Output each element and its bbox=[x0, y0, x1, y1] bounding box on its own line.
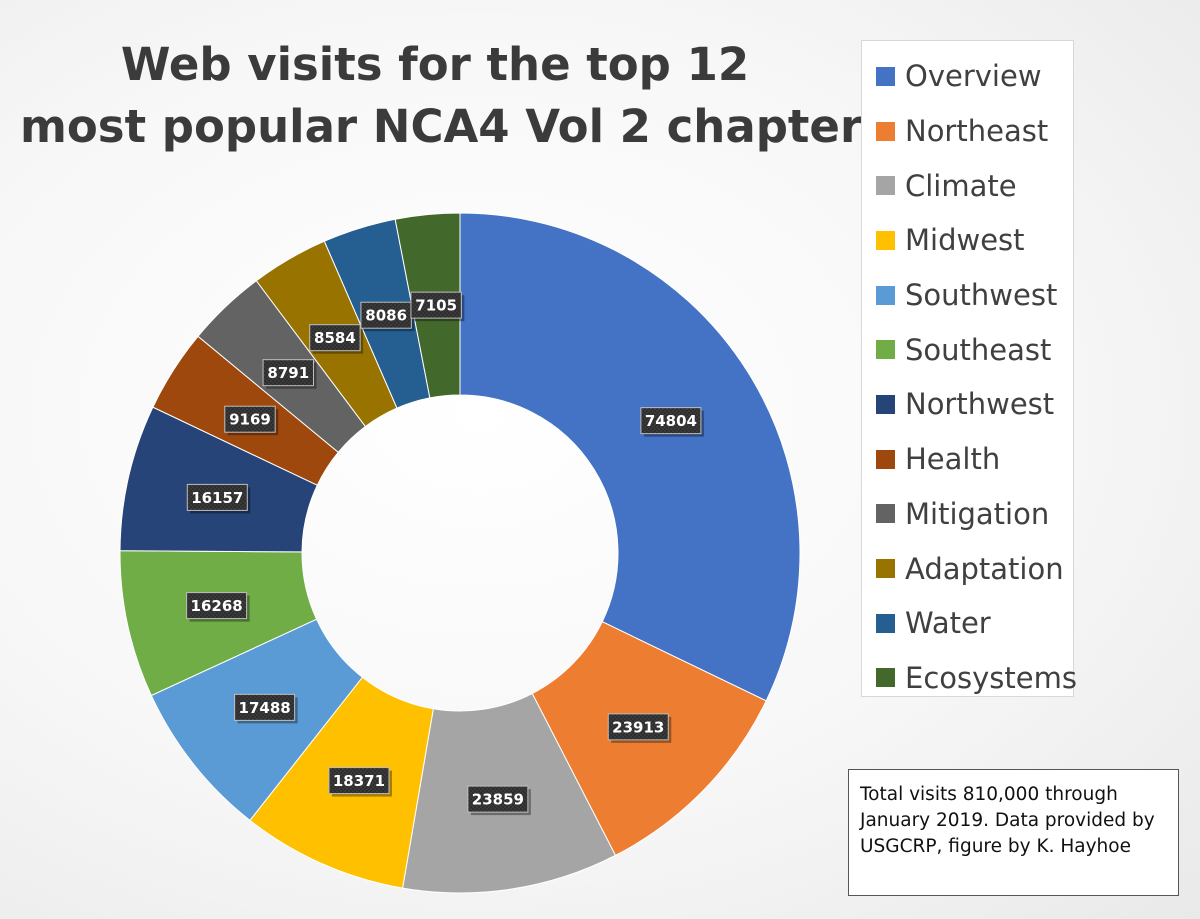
legend-swatch bbox=[876, 613, 895, 633]
data-label-southwest: 17488 bbox=[234, 693, 298, 724]
legend-item-health: Health bbox=[862, 432, 1073, 487]
legend-label: Water bbox=[905, 606, 991, 641]
data-label-text: 9169 bbox=[229, 411, 271, 429]
data-label-text: 16157 bbox=[191, 489, 243, 507]
legend-item-water: Water bbox=[862, 596, 1073, 651]
data-label-text: 16268 bbox=[191, 597, 243, 615]
legend-label: Climate bbox=[905, 168, 1017, 203]
chart-title-line-1: Web visits for the top 12 bbox=[120, 38, 750, 91]
source-note-line-3: USGCRP, figure by K. Hayhoe bbox=[860, 836, 1131, 857]
data-label-southeast: 16268 bbox=[186, 592, 250, 622]
legend-swatch bbox=[876, 394, 895, 414]
legend-item-climate: Climate bbox=[862, 158, 1073, 213]
legend-label: Mitigation bbox=[905, 496, 1050, 531]
legend-item-overview: Overview bbox=[862, 49, 1073, 104]
data-label-overview: 74804 bbox=[640, 407, 704, 437]
legend-item-midwest: Midwest bbox=[862, 213, 1073, 268]
data-label-text: 23859 bbox=[472, 791, 524, 809]
legend-item-southwest: Southwest bbox=[862, 268, 1073, 323]
legend-label: Midwest bbox=[905, 223, 1025, 258]
source-note: Total visits 810,000 through January 201… bbox=[848, 769, 1179, 896]
legend-label: Overview bbox=[905, 59, 1042, 94]
data-label-text: 17488 bbox=[239, 699, 291, 717]
data-label-northwest: 16157 bbox=[186, 483, 251, 514]
legend-item-ecosystems: Ecosystems bbox=[862, 651, 1077, 706]
data-label-text: 18371 bbox=[333, 772, 385, 790]
legend-swatch bbox=[876, 449, 895, 469]
data-label-text: 7105 bbox=[415, 297, 457, 315]
legend-swatch bbox=[876, 121, 895, 141]
donut-slices bbox=[119, 212, 801, 894]
data-label-health: 9169 bbox=[224, 405, 279, 436]
data-label-text: 8086 bbox=[365, 307, 407, 325]
legend-label: Northeast bbox=[905, 114, 1049, 149]
legend: Overview Northeast Climate Midwest Southwest… bbox=[861, 40, 1077, 697]
legend-swatch bbox=[876, 559, 895, 579]
slice-overview bbox=[459, 212, 801, 702]
legend-swatch bbox=[876, 668, 895, 688]
data-label-midwest: 18371 bbox=[328, 767, 392, 797]
data-label-text: 8584 bbox=[314, 329, 356, 347]
legend-item-northwest: Northwest bbox=[862, 377, 1073, 432]
data-label-text: 8791 bbox=[267, 364, 309, 382]
legend-label: Southeast bbox=[905, 332, 1052, 367]
source-note-line-1: Total visits 810,000 through bbox=[860, 784, 1118, 805]
legend-label: Ecosystems bbox=[905, 660, 1077, 695]
data-label-text: 74804 bbox=[645, 412, 697, 430]
legend-label: Southwest bbox=[905, 278, 1058, 313]
chart-title-line-2: most popular NCA4 Vol 2 chapters bbox=[20, 100, 889, 153]
legend-label: Adaptation bbox=[905, 551, 1064, 586]
legend-swatch bbox=[876, 176, 895, 196]
source-note-line-2: January 2019. Data provided by bbox=[860, 810, 1155, 831]
data-label-water: 8086 bbox=[360, 301, 415, 332]
legend-item-northeast: Northeast bbox=[862, 104, 1073, 159]
legend-item-mitigation: Mitigation bbox=[862, 487, 1073, 542]
legend-item-southeast: Southeast bbox=[862, 322, 1073, 377]
data-label-text: 23913 bbox=[612, 718, 664, 736]
chart-title: Web visits for the top 12 most popular N… bbox=[20, 34, 889, 158]
legend-swatch bbox=[876, 340, 895, 360]
data-label-ecosystems: 7105 bbox=[410, 291, 465, 322]
legend-swatch bbox=[876, 504, 895, 524]
data-label-adaptation: 8584 bbox=[309, 324, 364, 354]
legend-label: Northwest bbox=[905, 387, 1055, 422]
donut-data-labels: 74804 23913 23859 18371 17488 16268 16157 9169 8… bbox=[186, 291, 704, 816]
legend-label: Health bbox=[905, 442, 1001, 477]
data-label-northeast: 23913 bbox=[607, 713, 672, 743]
data-label-mitigation: 8791 bbox=[262, 359, 317, 389]
legend-item-adaptation: Adaptation bbox=[862, 541, 1073, 596]
legend-swatch bbox=[876, 230, 895, 250]
legend-swatch bbox=[876, 66, 895, 86]
data-label-climate: 23859 bbox=[467, 785, 531, 816]
legend-swatch bbox=[876, 285, 895, 305]
